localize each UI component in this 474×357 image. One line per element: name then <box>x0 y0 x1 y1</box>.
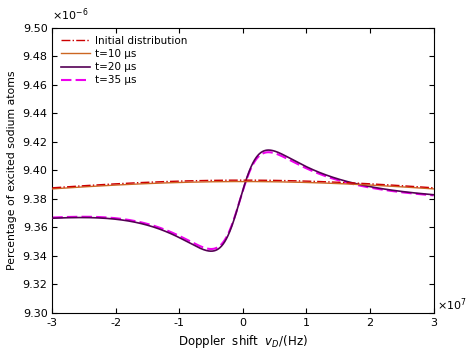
Initial distribution <box>49 186 55 190</box>
Line: t=10 μs: t=10 μs <box>52 182 434 189</box>
t=35 μs <box>93 215 99 219</box>
t=10 μs <box>93 184 99 188</box>
Line: t=20 μs: t=20 μs <box>52 150 434 251</box>
t=10 μs <box>49 187 55 191</box>
t=10 μs <box>196 180 201 184</box>
Y-axis label: Percentage of excited sodium atoms: Percentage of excited sodium atoms <box>7 70 17 270</box>
Legend: Initial distribution, t=10 μs, t=20 μs, t=35 μs: Initial distribution, t=10 μs, t=20 μs, … <box>57 33 191 89</box>
t=35 μs <box>265 150 271 154</box>
t=10 μs <box>431 187 437 191</box>
t=20 μs <box>196 245 201 250</box>
t=35 μs <box>196 243 201 248</box>
t=10 μs <box>382 184 388 188</box>
t=20 μs <box>93 216 99 220</box>
t=20 μs <box>116 217 121 222</box>
t=20 μs <box>208 249 214 253</box>
t=35 μs <box>49 215 55 220</box>
X-axis label: Doppler  shift  $v_D$/(Hz): Doppler shift $v_D$/(Hz) <box>178 333 308 350</box>
Initial distribution <box>116 181 121 186</box>
Text: $\times10^{7}$: $\times10^{7}$ <box>438 296 467 313</box>
Text: $\times10^{-6}$: $\times10^{-6}$ <box>52 7 89 24</box>
t=20 μs <box>423 192 429 196</box>
t=20 μs <box>49 216 55 220</box>
Initial distribution <box>431 186 437 190</box>
Line: Initial distribution: Initial distribution <box>52 180 434 188</box>
t=35 μs <box>383 188 388 192</box>
t=10 μs <box>423 186 429 191</box>
t=35 μs <box>212 246 218 251</box>
t=20 μs <box>383 187 388 191</box>
Initial distribution <box>240 178 246 182</box>
Initial distribution <box>382 182 388 187</box>
Line: t=35 μs: t=35 μs <box>52 152 434 249</box>
t=10 μs <box>116 183 121 187</box>
Initial distribution <box>93 183 99 187</box>
t=10 μs <box>240 180 246 184</box>
t=35 μs <box>423 193 429 197</box>
t=35 μs <box>208 247 214 251</box>
t=35 μs <box>116 216 121 221</box>
t=20 μs <box>212 248 218 253</box>
t=35 μs <box>431 193 437 197</box>
Initial distribution <box>196 178 201 183</box>
Initial distribution <box>423 185 429 190</box>
Initial distribution <box>212 178 218 182</box>
t=20 μs <box>431 192 437 197</box>
t=10 μs <box>212 180 218 184</box>
t=20 μs <box>265 148 271 152</box>
